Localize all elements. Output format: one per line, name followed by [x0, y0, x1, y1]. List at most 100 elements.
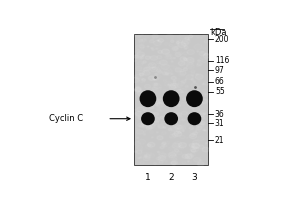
Circle shape	[139, 45, 145, 48]
Circle shape	[180, 57, 187, 61]
Circle shape	[152, 34, 158, 38]
Circle shape	[174, 131, 182, 136]
Circle shape	[166, 102, 173, 107]
Circle shape	[157, 136, 163, 140]
Circle shape	[151, 97, 158, 102]
Circle shape	[150, 112, 151, 113]
Circle shape	[152, 77, 157, 80]
Circle shape	[183, 68, 188, 71]
Circle shape	[192, 143, 200, 149]
Circle shape	[178, 142, 187, 148]
Circle shape	[200, 116, 205, 119]
Text: 97: 97	[215, 66, 225, 75]
Circle shape	[142, 99, 150, 104]
Circle shape	[193, 132, 198, 135]
Circle shape	[180, 71, 186, 75]
Circle shape	[154, 83, 158, 85]
Circle shape	[145, 56, 150, 59]
Circle shape	[157, 56, 162, 59]
Circle shape	[178, 42, 186, 48]
Circle shape	[185, 79, 187, 80]
Text: 55: 55	[215, 87, 225, 96]
Circle shape	[172, 122, 176, 125]
Circle shape	[200, 160, 202, 161]
Text: 116: 116	[215, 56, 229, 65]
Circle shape	[160, 146, 164, 149]
Circle shape	[142, 55, 144, 56]
Circle shape	[148, 63, 156, 68]
Text: 21: 21	[215, 136, 224, 145]
Text: 36: 36	[215, 110, 225, 119]
Circle shape	[188, 39, 190, 40]
Circle shape	[148, 142, 155, 147]
Circle shape	[189, 134, 197, 139]
Circle shape	[197, 162, 204, 166]
Circle shape	[152, 87, 157, 90]
Circle shape	[178, 61, 185, 66]
Circle shape	[140, 125, 144, 127]
Circle shape	[155, 73, 158, 75]
Circle shape	[168, 153, 176, 158]
Circle shape	[157, 103, 164, 107]
Circle shape	[187, 57, 194, 63]
Circle shape	[158, 124, 164, 128]
Circle shape	[146, 126, 152, 130]
Circle shape	[140, 157, 142, 158]
Circle shape	[137, 107, 144, 112]
Circle shape	[154, 112, 159, 115]
Circle shape	[173, 57, 176, 59]
Text: 31: 31	[215, 119, 224, 128]
Ellipse shape	[188, 112, 201, 125]
Circle shape	[196, 99, 200, 102]
Circle shape	[189, 127, 194, 129]
Circle shape	[169, 113, 176, 118]
Circle shape	[159, 160, 164, 163]
Circle shape	[192, 75, 194, 76]
Circle shape	[202, 147, 210, 152]
Circle shape	[141, 92, 148, 97]
Circle shape	[191, 149, 196, 152]
Circle shape	[147, 46, 149, 47]
Circle shape	[144, 67, 150, 71]
Circle shape	[160, 60, 167, 65]
Circle shape	[134, 89, 137, 91]
Circle shape	[132, 78, 140, 83]
Text: 200: 200	[215, 35, 230, 44]
Circle shape	[168, 128, 172, 131]
Circle shape	[157, 40, 159, 41]
Circle shape	[138, 157, 140, 159]
Circle shape	[158, 71, 162, 73]
Circle shape	[172, 46, 178, 51]
Circle shape	[188, 161, 189, 162]
Circle shape	[142, 79, 146, 81]
Circle shape	[143, 126, 145, 128]
Circle shape	[144, 154, 150, 158]
Circle shape	[148, 76, 155, 80]
Circle shape	[152, 49, 154, 50]
Text: 1: 1	[145, 173, 151, 182]
Circle shape	[176, 41, 179, 43]
Circle shape	[170, 83, 178, 88]
Circle shape	[139, 73, 143, 76]
Circle shape	[176, 113, 181, 116]
Circle shape	[197, 127, 199, 128]
Circle shape	[188, 35, 193, 38]
Circle shape	[152, 117, 160, 122]
Circle shape	[143, 61, 146, 63]
Circle shape	[158, 39, 164, 42]
Circle shape	[142, 70, 150, 75]
Circle shape	[172, 101, 179, 105]
Circle shape	[182, 119, 185, 121]
Circle shape	[189, 143, 194, 147]
Circle shape	[168, 84, 170, 85]
Circle shape	[173, 80, 176, 82]
Text: 66: 66	[215, 77, 225, 86]
Text: 3: 3	[192, 173, 197, 182]
Text: 2: 2	[168, 173, 174, 182]
Circle shape	[140, 57, 143, 59]
Circle shape	[175, 149, 179, 152]
Circle shape	[203, 129, 205, 131]
Circle shape	[147, 144, 151, 146]
Text: kDa: kDa	[211, 28, 227, 37]
Ellipse shape	[140, 90, 156, 107]
